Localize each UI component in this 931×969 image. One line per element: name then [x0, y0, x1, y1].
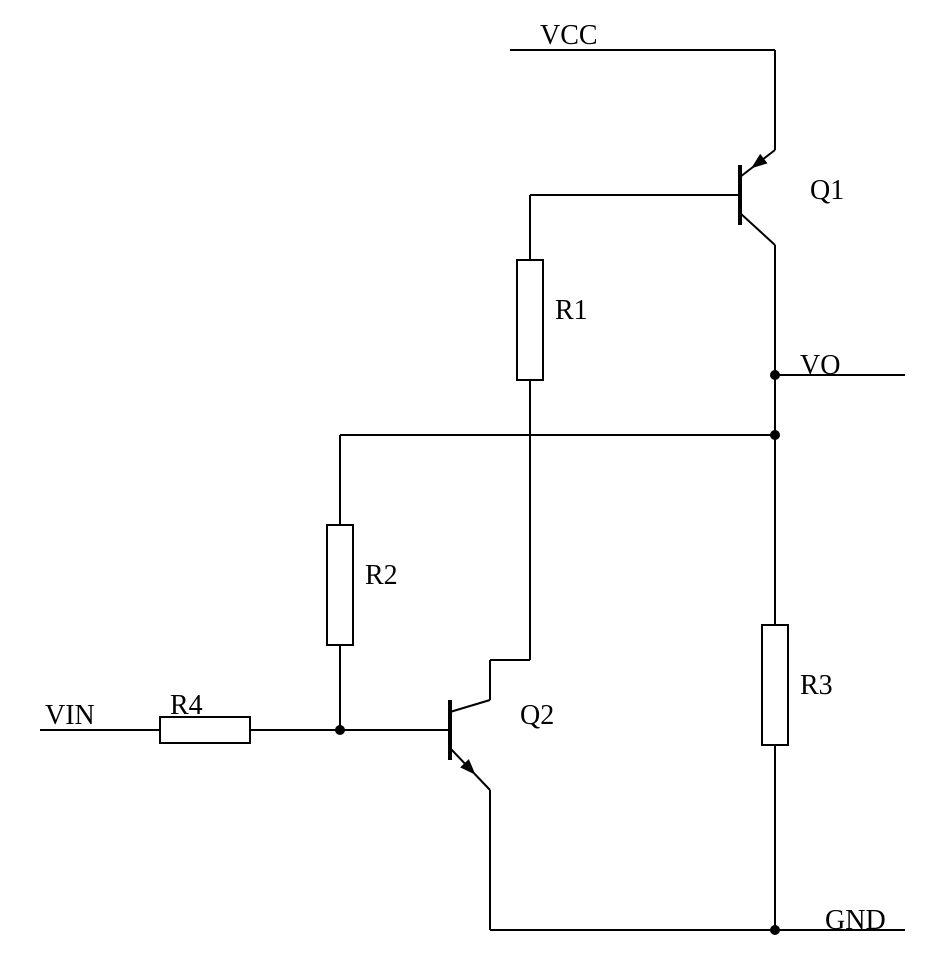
- label-vcc: VCC: [540, 20, 598, 52]
- resistor-R2: [327, 525, 353, 645]
- resistor-R1: [517, 260, 543, 380]
- label-r4: R4: [170, 690, 203, 722]
- transistor-Q2: [430, 700, 490, 790]
- node-gnd: [770, 925, 780, 935]
- label-q2: Q2: [520, 700, 554, 732]
- circuit-schematic: [0, 0, 931, 969]
- resistor-R3: [762, 625, 788, 745]
- label-r3: R3: [800, 670, 833, 702]
- node-q2-base: [335, 725, 345, 735]
- label-gnd: GND: [825, 905, 886, 937]
- label-r2: R2: [365, 560, 398, 592]
- label-vo: VO: [800, 350, 840, 382]
- label-q1: Q1: [810, 175, 844, 207]
- node-vo-bottom: [770, 430, 780, 440]
- label-vin: VIN: [45, 700, 95, 732]
- node-vo-top: [770, 370, 780, 380]
- label-r1: R1: [555, 295, 588, 327]
- transistor-Q1: [720, 150, 775, 245]
